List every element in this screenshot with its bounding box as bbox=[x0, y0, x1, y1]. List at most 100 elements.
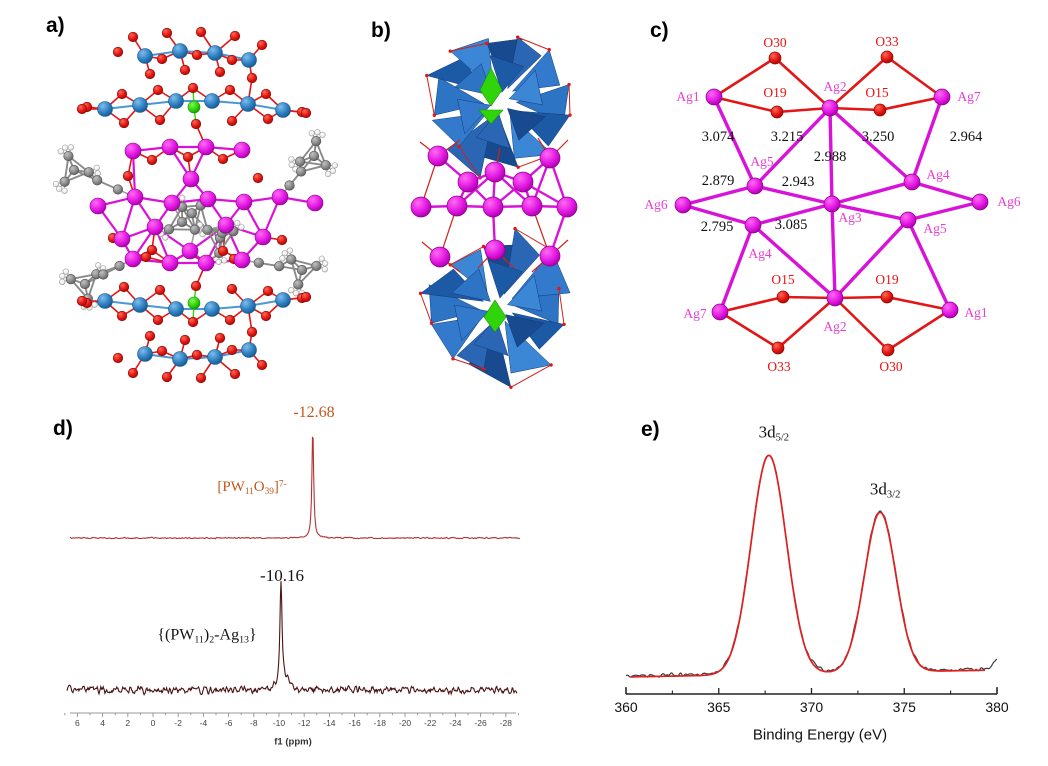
panel-e-xps: 360 365 370 375 380 Binding Energy (eV) 3d5/… bbox=[600, 400, 1048, 766]
xps-peak-label: 3d5/2 bbox=[758, 422, 790, 444]
bond-distance-label: 3.074 bbox=[702, 129, 735, 145]
nmr-tick-label: -6 bbox=[225, 718, 233, 728]
nmr-tick-label: -20 bbox=[399, 718, 412, 728]
nmr-tick-label: -26 bbox=[474, 718, 487, 728]
bond-distance-label: 2.964 bbox=[950, 129, 983, 145]
silver-atom bbox=[971, 193, 989, 211]
atom-label: O19 bbox=[875, 272, 898, 287]
silver-atom bbox=[899, 211, 917, 229]
nmr-tick-label: -24 bbox=[449, 718, 462, 728]
atom-label: O19 bbox=[763, 85, 786, 100]
atom-label: Ag7 bbox=[957, 89, 980, 104]
oxygen-atom bbox=[770, 105, 784, 119]
nmr-tick-label: -8 bbox=[250, 718, 258, 728]
atom-label: Ag4 bbox=[748, 246, 771, 261]
panel-d-nmr: 6 4 2 0 -2 -4 -6 -8 -10 -12 -14 -16 -18 -20 -22 -24 -26 -… bbox=[40, 400, 540, 766]
nmr-tick-label: 2 bbox=[125, 718, 130, 728]
xps-tick-label: 360 bbox=[614, 699, 638, 715]
atom-label: O15 bbox=[771, 272, 794, 287]
nmr-trace-bottom bbox=[66, 581, 518, 696]
nmr-tick-label: -28 bbox=[500, 718, 513, 728]
panel-b-structure bbox=[360, 10, 620, 390]
xps-raw-trace bbox=[625, 455, 998, 678]
nmr-trace-top bbox=[69, 436, 521, 540]
panel-c-cluster-diagram: O30 O33 Ag1 O19 Ag2 O15 Ag7 Ag5 Ag4 Ag6 Ag3 Ag6 Ag4 A… bbox=[620, 20, 1048, 392]
polyhedral-structure-image bbox=[410, 35, 578, 389]
nmr-spectra-plot: 6 4 2 0 -2 -4 -6 -8 -10 -12 -14 -16 -18 -20 -22 -24 -26 -… bbox=[64, 436, 521, 728]
atom-label: Ag1 bbox=[964, 305, 987, 320]
atom-label: O30 bbox=[879, 359, 902, 374]
silver-atom bbox=[705, 88, 723, 106]
silver-atom bbox=[826, 289, 844, 307]
atom-label: O30 bbox=[763, 35, 786, 50]
xps-tick-label: 365 bbox=[707, 699, 731, 715]
atom-label: O15 bbox=[865, 85, 888, 100]
xps-tick-label: 380 bbox=[985, 699, 1009, 715]
atom-label: Ag7 bbox=[683, 306, 706, 321]
nmr-tick-label: 6 bbox=[75, 718, 80, 728]
xps-tick-label: 375 bbox=[893, 699, 917, 715]
nmr-tick-label: -10 bbox=[273, 718, 286, 728]
oxygen-atom bbox=[881, 343, 895, 357]
xps-fit-trace bbox=[631, 454, 985, 678]
nmr-species-label-top: [PW11O39]7- bbox=[217, 479, 287, 497]
atom-label: Ag3 bbox=[838, 210, 861, 225]
oxygen-atom bbox=[776, 290, 790, 304]
oxygen-atom bbox=[880, 50, 894, 64]
bond-distance-label: 2.988 bbox=[814, 149, 847, 165]
oxygen-atom bbox=[771, 341, 785, 355]
nmr-tick-label: 4 bbox=[100, 718, 105, 728]
nmr-tick-label: -2 bbox=[174, 718, 182, 728]
atom-label: Ag4 bbox=[926, 167, 949, 182]
atom-label: Ag2 bbox=[823, 319, 846, 334]
oxygen-atom bbox=[768, 51, 782, 65]
bond-distance-label: 2.879 bbox=[702, 173, 735, 189]
panel-c-label: c) bbox=[650, 19, 669, 42]
xps-peak-label: 3d3/2 bbox=[869, 479, 901, 501]
atom-label: Ag5 bbox=[750, 154, 773, 169]
xps-x-axis-title: Binding Energy (eV) bbox=[752, 726, 888, 744]
nmr-tick-label: -12 bbox=[298, 718, 311, 728]
nmr-tick-label: -16 bbox=[348, 718, 361, 728]
bond-distance-label: 2.795 bbox=[701, 219, 734, 235]
nmr-tick-label: 0 bbox=[151, 718, 156, 728]
silver-atom bbox=[821, 99, 839, 117]
atom-label: O33 bbox=[767, 359, 790, 374]
silver-atom bbox=[903, 173, 921, 191]
nmr-peak-value-top: -12.68 bbox=[293, 404, 335, 421]
silver-atom bbox=[746, 177, 764, 195]
nmr-tick-label: -14 bbox=[323, 718, 336, 728]
panel-b-label: b) bbox=[371, 19, 391, 42]
nmr-x-axis-title: f1 (ppm) bbox=[274, 736, 312, 748]
atom-label: Ag6 bbox=[644, 197, 667, 212]
silver-atom bbox=[823, 195, 841, 213]
xps-spectrum-plot: 360 365 370 375 380 bbox=[614, 454, 1009, 715]
atom-label: Ag2 bbox=[823, 79, 846, 94]
panel-d-label: d) bbox=[53, 417, 73, 440]
atom-label: Ag5 bbox=[923, 221, 946, 236]
panel-e-label: e) bbox=[641, 418, 660, 441]
bond-distance-label: 3.215 bbox=[771, 129, 804, 145]
nmr-tick-label: -22 bbox=[424, 718, 437, 728]
oxygen-atom bbox=[873, 103, 887, 117]
ball-and-stick-structure-image bbox=[52, 26, 338, 384]
bond-distance-label: 2.943 bbox=[782, 174, 815, 190]
atom-label: O33 bbox=[875, 34, 898, 49]
xps-tick-label: 370 bbox=[800, 699, 824, 715]
atom-label: Ag6 bbox=[997, 194, 1020, 209]
bond-distance-label: 3.250 bbox=[862, 129, 895, 145]
nmr-tick-label: -18 bbox=[374, 718, 387, 728]
panel-a-label: a) bbox=[46, 14, 65, 37]
silver-atom bbox=[744, 216, 762, 234]
atom-label: Ag1 bbox=[676, 89, 699, 104]
silver-atom bbox=[941, 301, 959, 319]
panel-a-structure bbox=[30, 10, 360, 390]
silver-atom bbox=[933, 88, 951, 106]
silver-cluster-diagram-image: O30 O33 Ag1 O19 Ag2 O15 Ag7 Ag5 Ag4 Ag6 Ag3 Ag6 Ag4 A… bbox=[644, 34, 1020, 374]
silver-atom bbox=[711, 303, 729, 321]
nmr-species-label-bottom: {(PW11)2-Ag13} bbox=[157, 626, 257, 646]
bond-distance-label: 3.085 bbox=[775, 217, 808, 233]
nmr-peak-value-bottom: -10.16 bbox=[260, 566, 304, 585]
oxygen-atom bbox=[880, 290, 894, 304]
